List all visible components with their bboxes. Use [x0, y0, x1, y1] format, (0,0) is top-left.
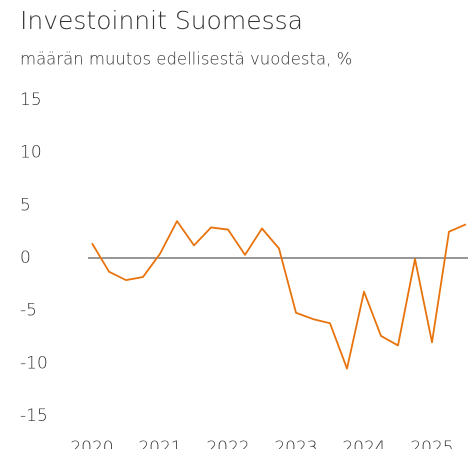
y-tick-label: 10 — [20, 143, 42, 163]
x-tick-label: 2023 — [274, 438, 317, 449]
y-tick-label: 15 — [20, 90, 42, 110]
y-tick-label: -15 — [20, 406, 48, 426]
data-line — [91, 220, 467, 370]
x-tick-label: 2021 — [138, 438, 181, 449]
y-tick-label: 5 — [20, 195, 31, 215]
x-tick-label: 2025 — [410, 438, 453, 449]
x-tick-label: 2022 — [206, 438, 249, 449]
y-tick-label: 0 — [20, 248, 31, 268]
chart-title: Investoinnit Suomessa — [20, 6, 303, 35]
x-tick-label: 2020 — [70, 438, 113, 449]
chart-subtitle: määrän muutos edellisestä vuodesta, % — [20, 50, 352, 69]
x-tick-label: 2024 — [342, 438, 385, 449]
y-tick-label: -5 — [20, 301, 37, 321]
y-tick-label: -10 — [20, 353, 48, 373]
